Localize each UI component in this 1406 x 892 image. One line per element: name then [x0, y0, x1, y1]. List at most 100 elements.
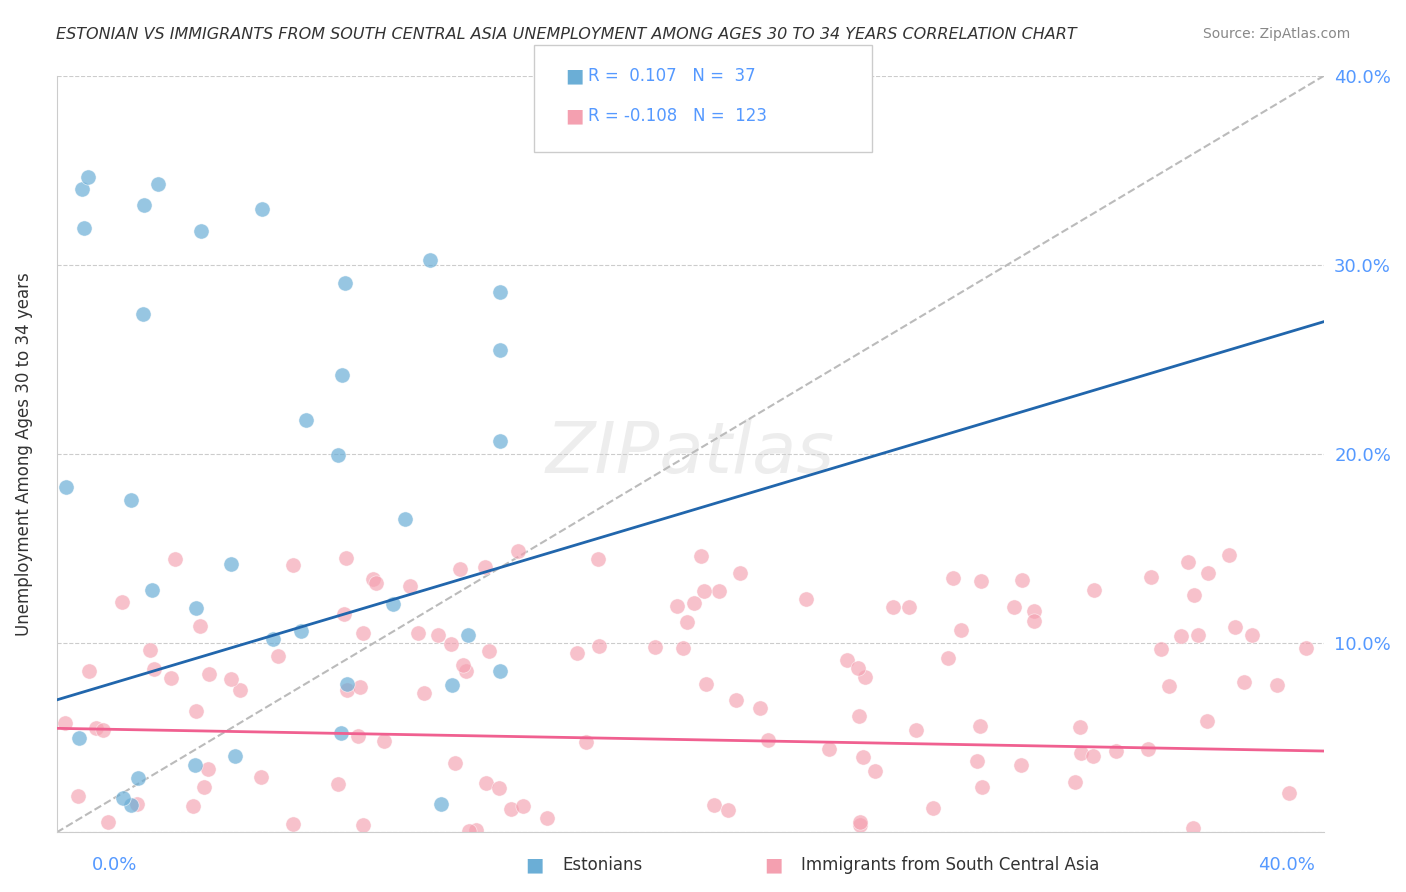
Point — [163, 552, 186, 566]
Point — [489, 665, 512, 679]
Point — [849, 815, 872, 830]
Point — [290, 624, 312, 638]
Point — [352, 818, 374, 832]
Point — [818, 742, 841, 756]
Point — [1150, 642, 1173, 657]
Text: Source: ZipAtlas.com: Source: ZipAtlas.com — [1202, 27, 1350, 41]
Point — [382, 598, 405, 612]
Point — [475, 776, 498, 790]
Text: 0.0%: 0.0% — [91, 856, 136, 874]
Point — [457, 824, 479, 838]
Point — [676, 615, 699, 629]
Point — [336, 677, 359, 691]
Point — [281, 816, 304, 830]
Point — [347, 730, 370, 744]
Point — [335, 551, 357, 566]
Point — [141, 583, 163, 598]
Point — [361, 572, 384, 586]
Point — [942, 571, 965, 585]
Point — [444, 756, 467, 771]
Point — [250, 202, 273, 216]
Point — [349, 680, 371, 694]
Text: R = -0.108   N =  123: R = -0.108 N = 123 — [588, 107, 766, 125]
Point — [440, 637, 463, 651]
Point — [848, 818, 870, 832]
Text: Immigrants from South Central Asia: Immigrants from South Central Asia — [801, 856, 1099, 874]
Point — [730, 566, 752, 580]
Text: ESTONIAN VS IMMIGRANTS FROM SOUTH CENTRAL ASIA UNEMPLOYMENT AMONG AGES 30 TO 34 : ESTONIAN VS IMMIGRANTS FROM SOUTH CENTRA… — [56, 27, 1077, 42]
Point — [97, 814, 120, 829]
Point — [1011, 573, 1033, 587]
Point — [332, 607, 354, 621]
Point — [73, 221, 96, 235]
Point — [703, 797, 725, 812]
Point — [449, 562, 471, 576]
Point — [132, 306, 155, 320]
Point — [1225, 620, 1247, 634]
Point — [453, 657, 475, 672]
Point — [969, 719, 991, 733]
Point — [936, 650, 959, 665]
Point — [262, 632, 284, 646]
Point — [1069, 720, 1091, 734]
Point — [966, 755, 988, 769]
Point — [474, 559, 496, 574]
Point — [488, 780, 510, 795]
Point — [219, 672, 242, 686]
Point — [281, 558, 304, 573]
Point — [441, 678, 464, 692]
Point — [184, 601, 207, 615]
Point — [644, 640, 666, 655]
Point — [1081, 748, 1104, 763]
Point — [160, 672, 183, 686]
Point — [266, 648, 288, 663]
Point — [489, 434, 512, 448]
Point — [111, 791, 134, 805]
Point — [353, 626, 375, 640]
Point — [190, 223, 212, 237]
Point — [335, 276, 357, 290]
Point — [904, 723, 927, 738]
Point — [846, 661, 869, 675]
Point — [949, 624, 972, 638]
Point — [970, 574, 993, 588]
Point — [921, 801, 943, 815]
Point — [93, 723, 115, 738]
Point — [76, 169, 98, 184]
Point — [197, 762, 219, 776]
Point — [588, 639, 610, 653]
Point — [328, 448, 350, 462]
Point — [863, 764, 886, 779]
Point — [373, 733, 395, 747]
Point — [406, 626, 429, 640]
Point — [127, 771, 149, 785]
Point — [672, 640, 695, 655]
Point — [1187, 628, 1209, 642]
Point — [336, 682, 359, 697]
Point — [143, 662, 166, 676]
Point — [413, 685, 436, 699]
Y-axis label: Unemployment Among Ages 30 to 34 years: Unemployment Among Ages 30 to 34 years — [15, 272, 32, 636]
Point — [219, 557, 242, 571]
Point — [1233, 674, 1256, 689]
Point — [197, 667, 219, 681]
Point — [489, 285, 512, 300]
Point — [430, 797, 453, 812]
Point — [1240, 628, 1263, 642]
Point — [1278, 786, 1301, 800]
Point — [499, 801, 522, 815]
Point — [848, 709, 870, 723]
Point — [1064, 775, 1087, 789]
Point — [724, 693, 747, 707]
Point — [478, 644, 501, 658]
Text: 40.0%: 40.0% — [1258, 856, 1315, 874]
Point — [183, 798, 205, 813]
Point — [67, 731, 90, 745]
Point — [139, 643, 162, 657]
Point — [897, 599, 920, 614]
Point — [419, 252, 441, 267]
Point — [1140, 570, 1163, 584]
Point — [717, 803, 740, 817]
Point — [1170, 629, 1192, 643]
Point — [70, 182, 93, 196]
